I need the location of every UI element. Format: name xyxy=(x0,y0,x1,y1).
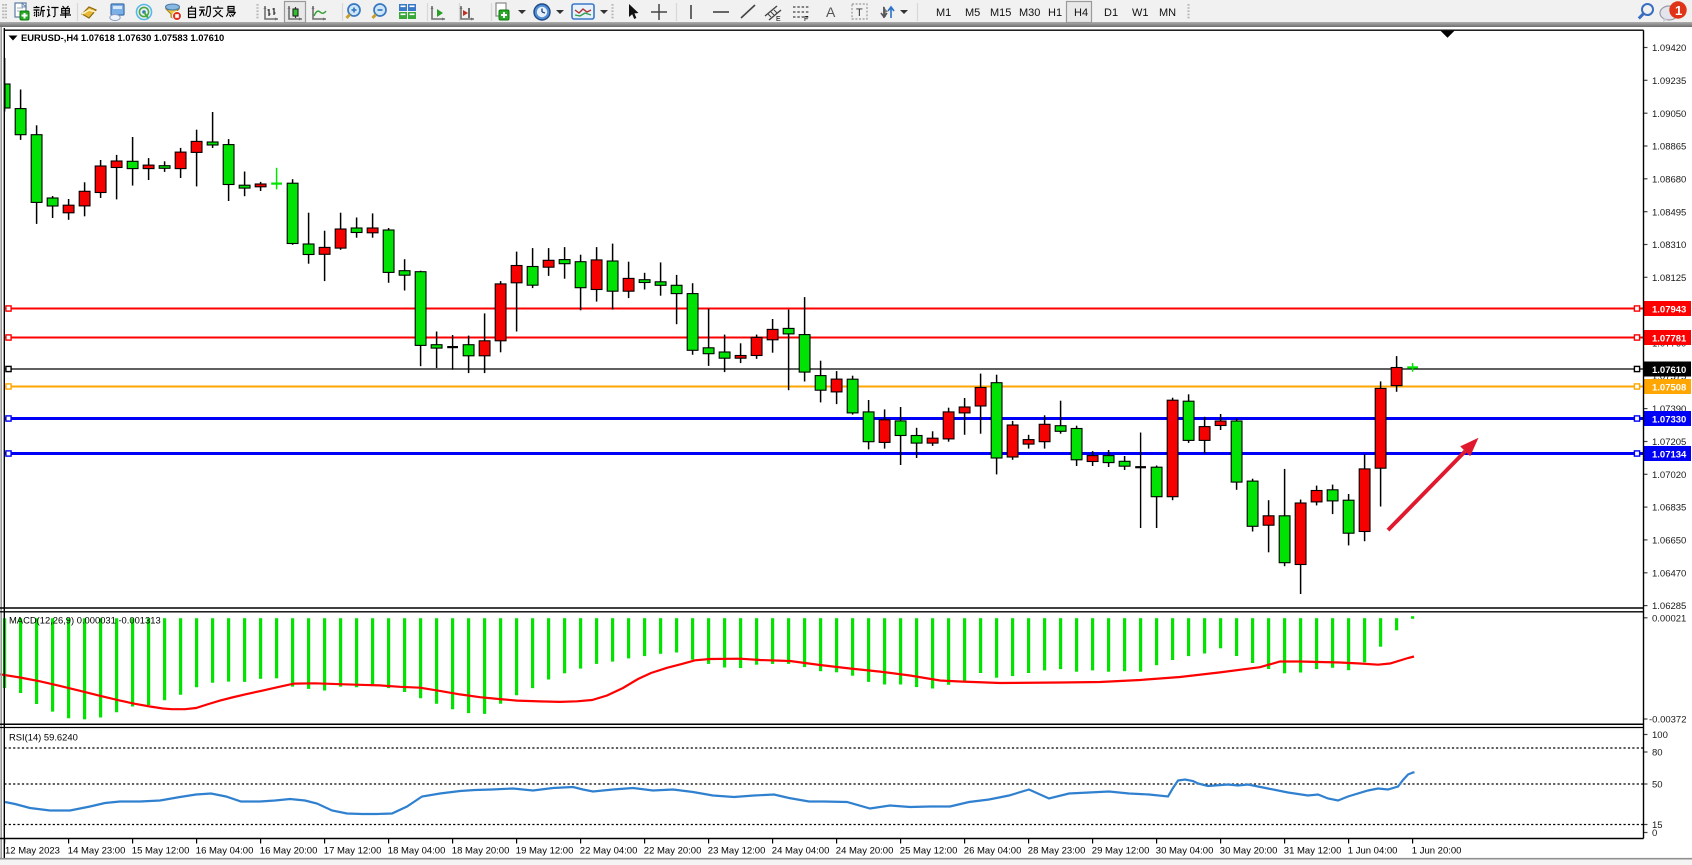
svg-text:29 May 12:00: 29 May 12:00 xyxy=(1092,846,1150,857)
svg-text:30 May 04:00: 30 May 04:00 xyxy=(1156,846,1214,857)
svg-text:1: 1 xyxy=(1675,3,1682,18)
svg-text:EURUSD-,H4 1.07618 1.07630 1.: EURUSD-,H4 1.07618 1.07630 1.07583 1.076… xyxy=(21,32,224,43)
svg-text:1.07134: 1.07134 xyxy=(1652,449,1687,460)
svg-text:A: A xyxy=(826,4,836,20)
svg-text:MN: MN xyxy=(1159,7,1176,19)
svg-text:1 Jun 04:00: 1 Jun 04:00 xyxy=(1348,846,1398,857)
svg-text:16 May 20:00: 16 May 20:00 xyxy=(260,846,318,857)
svg-text:-0.00372: -0.00372 xyxy=(1649,715,1687,726)
svg-text:28 May 23:00: 28 May 23:00 xyxy=(1028,846,1086,857)
svg-text:30 May 20:00: 30 May 20:00 xyxy=(1220,846,1278,857)
svg-text:1.08125: 1.08125 xyxy=(1652,273,1686,284)
svg-text:100: 100 xyxy=(1652,730,1668,741)
svg-text:1.07781: 1.07781 xyxy=(1652,333,1687,344)
svg-text:1.08495: 1.08495 xyxy=(1652,207,1686,218)
svg-text:H1: H1 xyxy=(1048,7,1062,19)
svg-text:31 May 12:00: 31 May 12:00 xyxy=(1284,846,1342,857)
svg-text:1.07508: 1.07508 xyxy=(1652,382,1686,393)
svg-text:1.09235: 1.09235 xyxy=(1652,76,1686,87)
svg-text:1.08680: 1.08680 xyxy=(1652,174,1686,185)
svg-text:19 May 12:00: 19 May 12:00 xyxy=(516,846,574,857)
svg-text:M1: M1 xyxy=(936,7,951,19)
svg-text:18 May 04:00: 18 May 04:00 xyxy=(388,846,446,857)
svg-text:50: 50 xyxy=(1652,780,1663,791)
svg-text:0: 0 xyxy=(1652,828,1657,839)
svg-text:15 May 12:00: 15 May 12:00 xyxy=(132,846,190,857)
svg-text:15: 15 xyxy=(1652,820,1663,831)
svg-text:1.06285: 1.06285 xyxy=(1652,601,1686,612)
svg-text:1.07610: 1.07610 xyxy=(1652,365,1686,376)
svg-text:1.09420: 1.09420 xyxy=(1652,43,1686,54)
svg-text:14 May 23:00: 14 May 23:00 xyxy=(68,846,126,857)
svg-text:E: E xyxy=(776,16,781,23)
svg-text:1.07020: 1.07020 xyxy=(1652,470,1686,481)
svg-text:16 May 04:00: 16 May 04:00 xyxy=(196,846,254,857)
svg-text:24 May 20:00: 24 May 20:00 xyxy=(836,846,894,857)
svg-text:1.07205: 1.07205 xyxy=(1652,437,1686,448)
svg-text:0.00021: 0.00021 xyxy=(1652,613,1686,624)
svg-text:22 May 04:00: 22 May 04:00 xyxy=(580,846,638,857)
svg-text:F: F xyxy=(804,16,808,23)
svg-text:RSI(14) 59.6240: RSI(14) 59.6240 xyxy=(9,732,78,743)
svg-text:M30: M30 xyxy=(1019,7,1040,19)
svg-text:T: T xyxy=(856,7,863,19)
svg-text:1.09050: 1.09050 xyxy=(1652,109,1686,120)
svg-text:1 Jun 20:00: 1 Jun 20:00 xyxy=(1412,846,1462,857)
svg-text:24 May 04:00: 24 May 04:00 xyxy=(772,846,830,857)
svg-text:1.07943: 1.07943 xyxy=(1652,304,1686,315)
svg-text:1.07575: 1.07575 xyxy=(1652,371,1686,382)
svg-text:22 May 20:00: 22 May 20:00 xyxy=(644,846,702,857)
svg-text:1.06470: 1.06470 xyxy=(1652,568,1686,579)
svg-text:26 May 04:00: 26 May 04:00 xyxy=(964,846,1022,857)
svg-text:MACD(12,26,9) 0.000031 -0.0013: MACD(12,26,9) 0.000031 -0.001313 xyxy=(9,615,161,626)
svg-text:1.06835: 1.06835 xyxy=(1652,503,1686,514)
svg-text:1.08310: 1.08310 xyxy=(1652,240,1686,251)
svg-text:1.07330: 1.07330 xyxy=(1652,414,1686,425)
svg-text:25 May 12:00: 25 May 12:00 xyxy=(900,846,958,857)
svg-text:23 May 12:00: 23 May 12:00 xyxy=(708,846,766,857)
svg-text:W1: W1 xyxy=(1132,7,1149,19)
svg-text:1.07390: 1.07390 xyxy=(1652,404,1686,415)
svg-text:80: 80 xyxy=(1652,748,1663,759)
svg-text:18 May 20:00: 18 May 20:00 xyxy=(452,846,510,857)
svg-text:M15: M15 xyxy=(990,7,1011,19)
svg-text:D1: D1 xyxy=(1104,7,1118,19)
svg-text:12 May 2023: 12 May 2023 xyxy=(5,846,60,857)
svg-text:1.08865: 1.08865 xyxy=(1652,142,1686,153)
svg-text:17 May 12:00: 17 May 12:00 xyxy=(324,846,382,857)
svg-text:H4: H4 xyxy=(1074,7,1088,19)
svg-text:M5: M5 xyxy=(965,7,980,19)
svg-text:1.06650: 1.06650 xyxy=(1652,536,1686,547)
